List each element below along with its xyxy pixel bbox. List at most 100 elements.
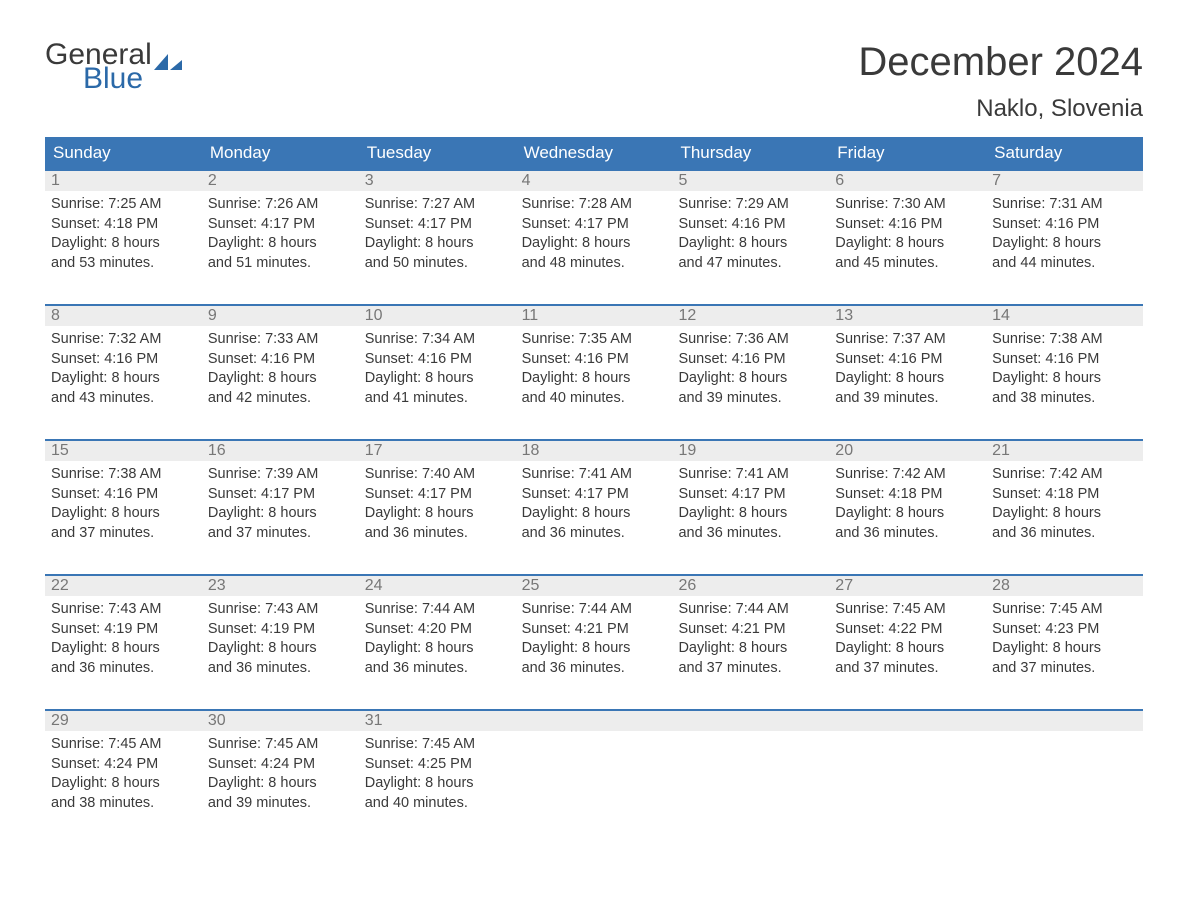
sunrise-line: Sunrise: 7:38 AM — [51, 465, 196, 485]
day-body: Sunrise: 7:34 AMSunset: 4:16 PMDaylight:… — [359, 326, 516, 414]
daylight-line-1: Daylight: 8 hours — [835, 234, 980, 254]
daylight-line-2: and 53 minutes. — [51, 254, 196, 274]
sunrise-line: Sunrise: 7:32 AM — [51, 330, 196, 350]
sunset-line: Sunset: 4:16 PM — [835, 215, 980, 235]
daylight-line-2: and 41 minutes. — [365, 389, 510, 409]
day-number: 2 — [202, 171, 359, 191]
day-number: 15 — [45, 441, 202, 461]
day-number: 5 — [672, 171, 829, 191]
day-body: Sunrise: 7:36 AMSunset: 4:16 PMDaylight:… — [672, 326, 829, 414]
day-number: 26 — [672, 576, 829, 596]
day-number: 23 — [202, 576, 359, 596]
day-cell: 1Sunrise: 7:25 AMSunset: 4:18 PMDaylight… — [45, 171, 202, 286]
day-body: Sunrise: 7:44 AMSunset: 4:21 PMDaylight:… — [672, 596, 829, 684]
day-body: Sunrise: 7:29 AMSunset: 4:16 PMDaylight:… — [672, 191, 829, 279]
week-row: 8Sunrise: 7:32 AMSunset: 4:16 PMDaylight… — [45, 304, 1143, 421]
day-number: 20 — [829, 441, 986, 461]
daylight-line-2: and 50 minutes. — [365, 254, 510, 274]
daylight-line-2: and 39 minutes. — [678, 389, 823, 409]
day-number: 22 — [45, 576, 202, 596]
week-row: 1Sunrise: 7:25 AMSunset: 4:18 PMDaylight… — [45, 169, 1143, 286]
daylight-line-1: Daylight: 8 hours — [835, 504, 980, 524]
sunrise-line: Sunrise: 7:26 AM — [208, 195, 353, 215]
daylight-line-1: Daylight: 8 hours — [365, 369, 510, 389]
sunrise-line: Sunrise: 7:37 AM — [835, 330, 980, 350]
day-number: 17 — [359, 441, 516, 461]
sunrise-line: Sunrise: 7:35 AM — [522, 330, 667, 350]
day-cell: 13Sunrise: 7:37 AMSunset: 4:16 PMDayligh… — [829, 306, 986, 421]
day-cell: 12Sunrise: 7:36 AMSunset: 4:16 PMDayligh… — [672, 306, 829, 421]
daylight-line-1: Daylight: 8 hours — [51, 504, 196, 524]
sunset-line: Sunset: 4:16 PM — [51, 485, 196, 505]
day-body: Sunrise: 7:41 AMSunset: 4:17 PMDaylight:… — [516, 461, 673, 549]
daylight-line-1: Daylight: 8 hours — [208, 774, 353, 794]
daylight-line-2: and 40 minutes. — [522, 389, 667, 409]
daylight-line-2: and 37 minutes. — [208, 524, 353, 544]
day-number: 11 — [516, 306, 673, 326]
daylight-line-2: and 48 minutes. — [522, 254, 667, 274]
daylight-line-2: and 51 minutes. — [208, 254, 353, 274]
daylight-line-1: Daylight: 8 hours — [678, 369, 823, 389]
daylight-line-1: Daylight: 8 hours — [365, 639, 510, 659]
day-number: 7 — [986, 171, 1143, 191]
day-number: 13 — [829, 306, 986, 326]
sunset-line: Sunset: 4:17 PM — [522, 215, 667, 235]
day-body: Sunrise: 7:45 AMSunset: 4:25 PMDaylight:… — [359, 731, 516, 819]
day-cell: 27Sunrise: 7:45 AMSunset: 4:22 PMDayligh… — [829, 576, 986, 691]
daylight-line-2: and 37 minutes. — [992, 659, 1137, 679]
day-body: Sunrise: 7:41 AMSunset: 4:17 PMDaylight:… — [672, 461, 829, 549]
daylight-line-1: Daylight: 8 hours — [835, 369, 980, 389]
sunrise-line: Sunrise: 7:38 AM — [992, 330, 1137, 350]
location: Naklo, Slovenia — [858, 95, 1143, 123]
day-number: 25 — [516, 576, 673, 596]
daylight-line-2: and 37 minutes. — [51, 524, 196, 544]
sunset-line: Sunset: 4:17 PM — [208, 485, 353, 505]
day-body: Sunrise: 7:38 AMSunset: 4:16 PMDaylight:… — [986, 326, 1143, 414]
day-body: Sunrise: 7:32 AMSunset: 4:16 PMDaylight:… — [45, 326, 202, 414]
sunrise-line: Sunrise: 7:45 AM — [992, 600, 1137, 620]
sunrise-line: Sunrise: 7:30 AM — [835, 195, 980, 215]
day-body: Sunrise: 7:28 AMSunset: 4:17 PMDaylight:… — [516, 191, 673, 279]
sunset-line: Sunset: 4:17 PM — [365, 485, 510, 505]
day-body: Sunrise: 7:45 AMSunset: 4:24 PMDaylight:… — [45, 731, 202, 819]
day-body: Sunrise: 7:25 AMSunset: 4:18 PMDaylight:… — [45, 191, 202, 279]
sunrise-line: Sunrise: 7:31 AM — [992, 195, 1137, 215]
weekday-header: Monday — [202, 137, 359, 169]
daylight-line-2: and 45 minutes. — [835, 254, 980, 274]
weekday-header: Sunday — [45, 137, 202, 169]
sunset-line: Sunset: 4:19 PM — [208, 620, 353, 640]
day-body: Sunrise: 7:27 AMSunset: 4:17 PMDaylight:… — [359, 191, 516, 279]
sunset-line: Sunset: 4:18 PM — [992, 485, 1137, 505]
daylight-line-1: Daylight: 8 hours — [522, 639, 667, 659]
day-cell: 28Sunrise: 7:45 AMSunset: 4:23 PMDayligh… — [986, 576, 1143, 691]
sunrise-line: Sunrise: 7:44 AM — [522, 600, 667, 620]
logo: General Blue — [45, 40, 182, 94]
daylight-line-2: and 36 minutes. — [992, 524, 1137, 544]
sunset-line: Sunset: 4:17 PM — [678, 485, 823, 505]
day-cell: 19Sunrise: 7:41 AMSunset: 4:17 PMDayligh… — [672, 441, 829, 556]
daylight-line-1: Daylight: 8 hours — [678, 639, 823, 659]
sunrise-line: Sunrise: 7:42 AM — [835, 465, 980, 485]
sunset-line: Sunset: 4:16 PM — [992, 350, 1137, 370]
day-number — [516, 711, 673, 731]
day-number: 31 — [359, 711, 516, 731]
day-number: 21 — [986, 441, 1143, 461]
day-number: 1 — [45, 171, 202, 191]
daylight-line-1: Daylight: 8 hours — [992, 639, 1137, 659]
sunrise-line: Sunrise: 7:34 AM — [365, 330, 510, 350]
sunrise-line: Sunrise: 7:45 AM — [208, 735, 353, 755]
day-cell: 8Sunrise: 7:32 AMSunset: 4:16 PMDaylight… — [45, 306, 202, 421]
day-cell: 18Sunrise: 7:41 AMSunset: 4:17 PMDayligh… — [516, 441, 673, 556]
sunset-line: Sunset: 4:16 PM — [51, 350, 196, 370]
day-number: 29 — [45, 711, 202, 731]
daylight-line-2: and 39 minutes. — [835, 389, 980, 409]
day-body: Sunrise: 7:35 AMSunset: 4:16 PMDaylight:… — [516, 326, 673, 414]
day-number — [672, 711, 829, 731]
title-block: December 2024 Naklo, Slovenia — [858, 40, 1143, 123]
daylight-line-1: Daylight: 8 hours — [365, 774, 510, 794]
sunrise-line: Sunrise: 7:43 AM — [51, 600, 196, 620]
daylight-line-1: Daylight: 8 hours — [522, 234, 667, 254]
day-number: 6 — [829, 171, 986, 191]
sunrise-line: Sunrise: 7:27 AM — [365, 195, 510, 215]
day-cell: 10Sunrise: 7:34 AMSunset: 4:16 PMDayligh… — [359, 306, 516, 421]
